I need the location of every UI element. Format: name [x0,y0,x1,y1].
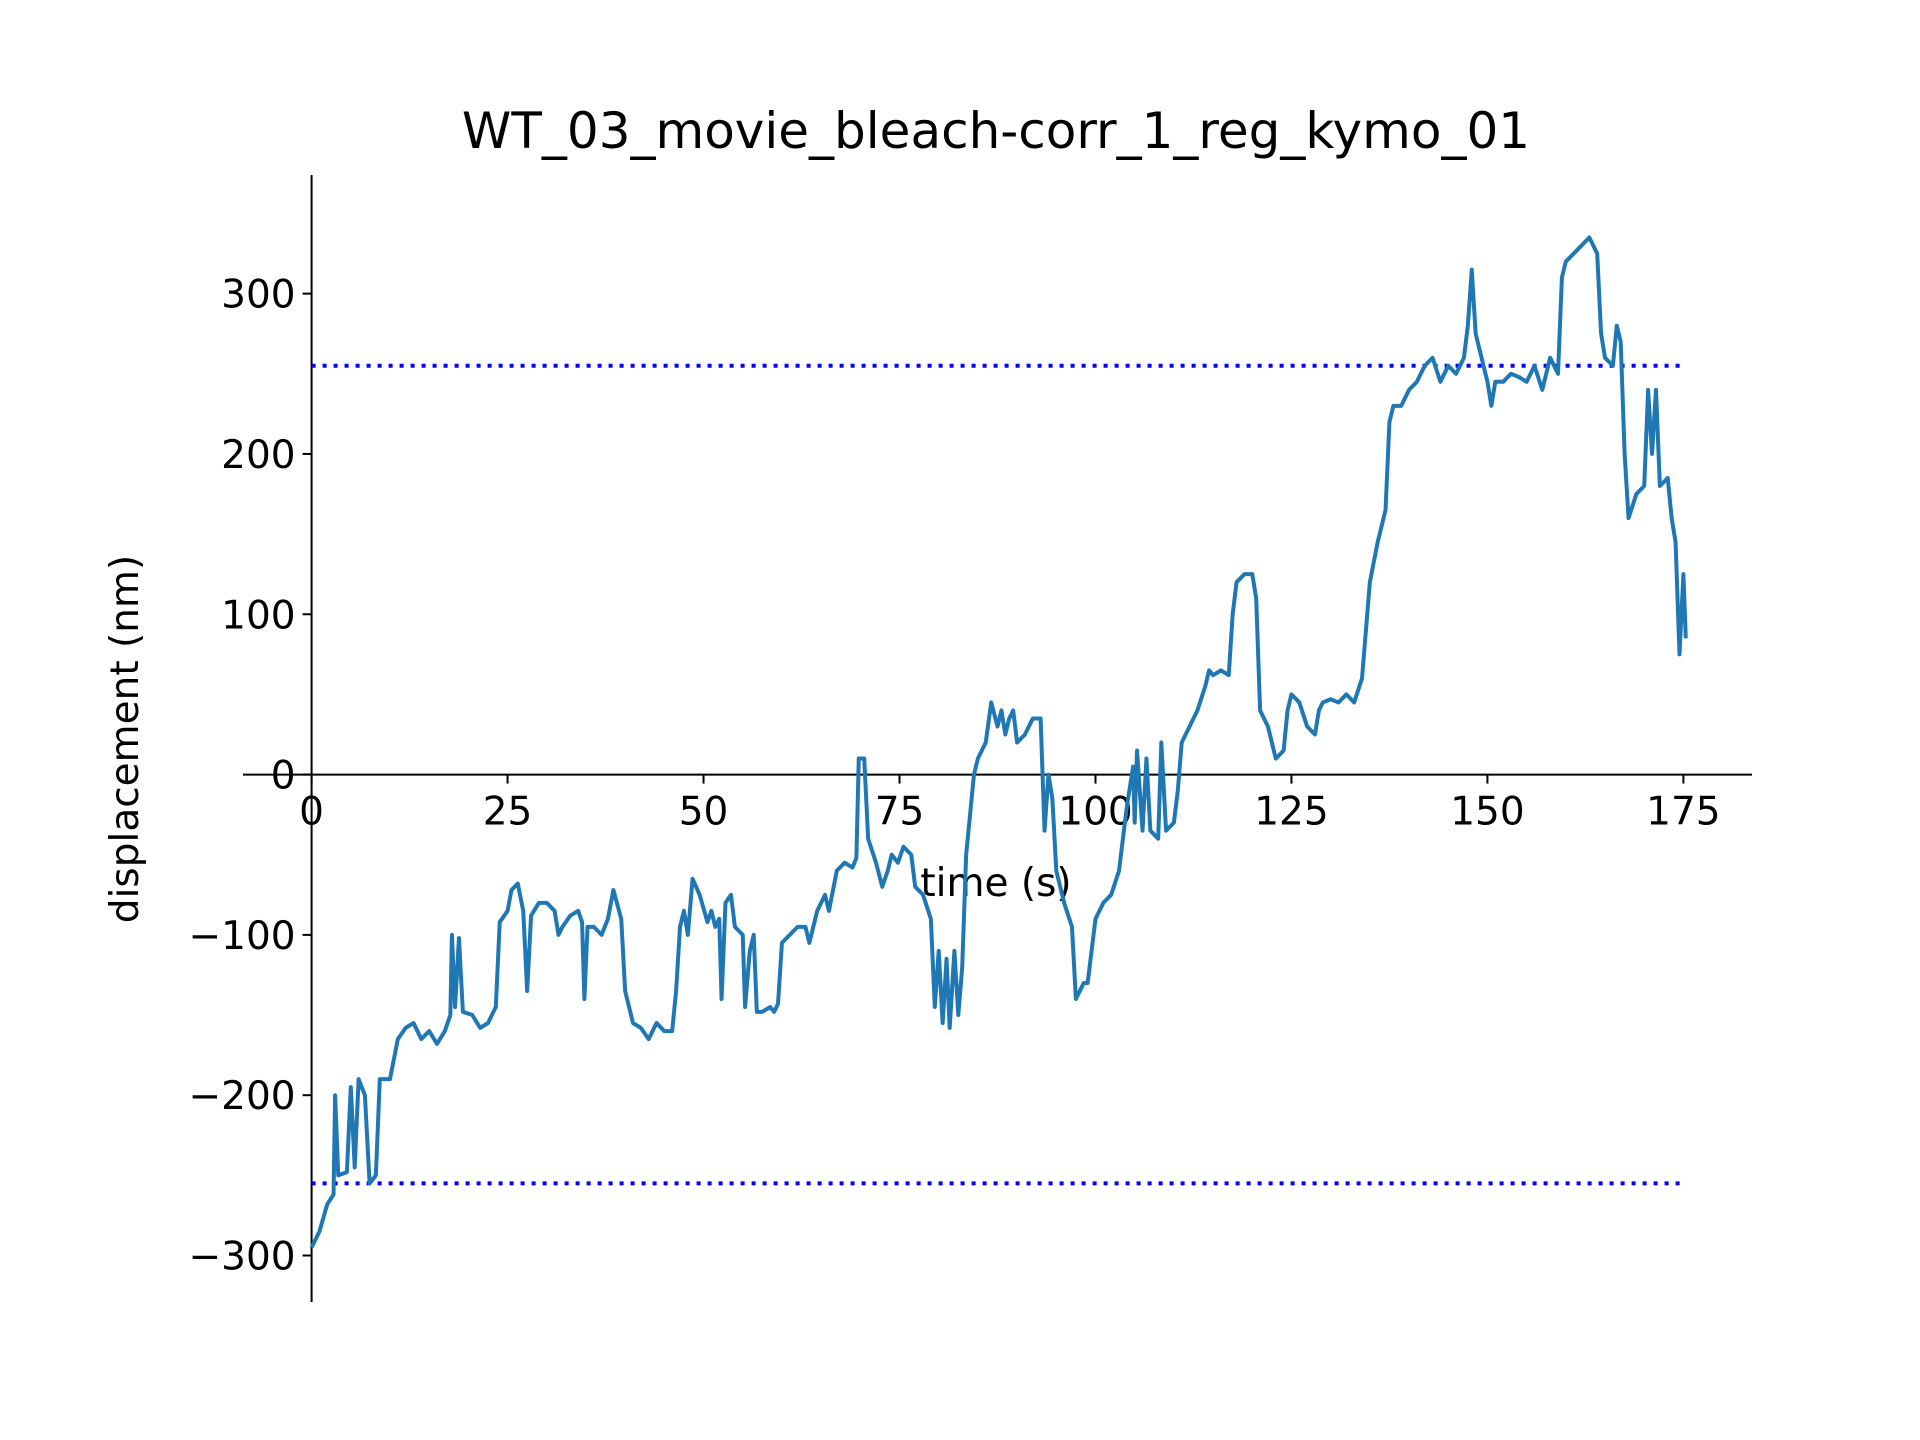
x-tick-label: 175 [1646,790,1720,835]
y-tick-label: −200 [188,1074,295,1119]
x-axis-label: time (s) [920,861,1071,906]
y-tick-label: 300 [221,273,295,318]
x-tick-label: 125 [1254,790,1328,835]
x-tick-label: 100 [1058,790,1132,835]
data-line [309,235,1688,1249]
x-tick-label: 0 [299,790,324,835]
x-tick-label: 150 [1450,790,1524,835]
x-tick-label: 75 [875,790,925,835]
x-tick-label: 25 [483,790,533,835]
y-tick-label: 100 [221,593,295,638]
y-tick-label: 0 [271,754,296,799]
y-tick-label: −300 [188,1235,295,1280]
x-tick-label: 50 [679,790,729,835]
y-tick-label: 200 [221,433,295,478]
y-tick-label: −100 [188,914,295,959]
chart-title: WT_03_movie_bleach-corr_1_reg_kymo_01 [462,102,1530,160]
y-axis-label: displacement (nm) [103,555,148,923]
